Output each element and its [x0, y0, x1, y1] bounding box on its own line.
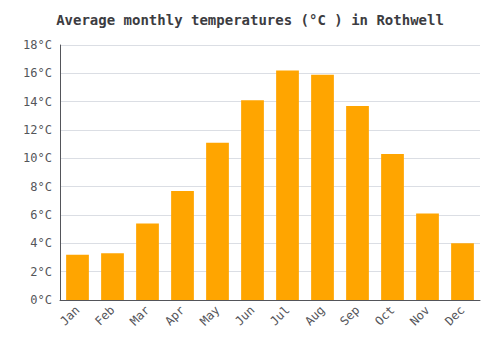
svg-text:Dec: Dec [442, 303, 467, 328]
svg-text:Feb: Feb [92, 303, 117, 328]
svg-text:16°C: 16°C [23, 66, 52, 80]
svg-text:12°C: 12°C [23, 123, 52, 137]
svg-text:10°C: 10°C [23, 151, 52, 165]
svg-text:Nov: Nov [407, 303, 432, 328]
svg-text:Jul: Jul [267, 303, 292, 328]
svg-text:Average monthly temperatures (: Average monthly temperatures (°C ) in Ro… [56, 12, 444, 28]
svg-text:Sep: Sep [337, 303, 362, 328]
svg-text:Jun: Jun [232, 303, 257, 328]
svg-text:Apr: Apr [162, 303, 187, 328]
svg-text:Oct: Oct [372, 303, 397, 328]
svg-text:Mar: Mar [127, 303, 152, 328]
svg-text:4°C: 4°C [30, 236, 52, 250]
svg-text:18°C: 18°C [23, 38, 52, 52]
svg-text:14°C: 14°C [23, 95, 52, 109]
svg-text:2°C: 2°C [30, 265, 52, 279]
svg-text:Jan: Jan [57, 303, 82, 328]
svg-text:0°C: 0°C [30, 293, 52, 307]
svg-text:May: May [197, 303, 222, 328]
svg-text:Aug: Aug [302, 303, 327, 328]
svg-text:6°C: 6°C [30, 208, 52, 222]
svg-text:8°C: 8°C [30, 180, 52, 194]
